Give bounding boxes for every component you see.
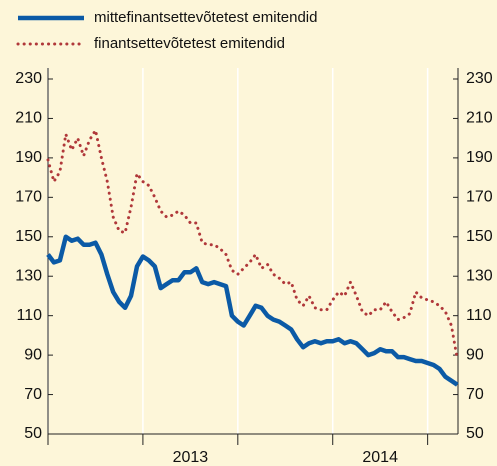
y-tick-label: 150	[15, 228, 42, 245]
y-tick-label-right: 50	[466, 425, 484, 442]
y-tick-label-right: 190	[466, 149, 493, 166]
y-tick-label-right: 110	[466, 307, 492, 324]
legend-label: finantsettevõtetest emitendid	[94, 35, 285, 52]
y-tick-label: 190	[15, 149, 42, 166]
series-line	[46, 126, 459, 361]
y-tick-label: 110	[16, 307, 42, 324]
y-tick-label-right: 130	[466, 267, 493, 284]
x-tick-label: 2014	[362, 449, 398, 466]
y-tick-label-right: 230	[466, 70, 493, 87]
y-tick-label: 170	[15, 189, 42, 206]
y-tick-label-right: 210	[466, 110, 493, 127]
y-tick-label-right: 90	[466, 346, 484, 363]
y-tick-label-right: 170	[466, 189, 493, 206]
legend: mittefinantsettevõtetest emitendid finant…	[16, 9, 317, 52]
y-tick-label: 70	[24, 386, 42, 403]
y-tick-label: 210	[15, 110, 42, 127]
x-tick-label: 2013	[173, 449, 209, 466]
y-tick-label-right: 150	[466, 228, 493, 245]
legend-label: mittefinantsettevõtetest emitendid	[94, 9, 317, 26]
series-line	[46, 234, 459, 387]
y-tick-label-right: 70	[466, 386, 484, 403]
y-tick-label: 130	[15, 267, 42, 284]
y-tick-label: 230	[15, 70, 42, 87]
y-tick-label: 50	[24, 425, 42, 442]
y-tick-label: 90	[24, 346, 42, 363]
